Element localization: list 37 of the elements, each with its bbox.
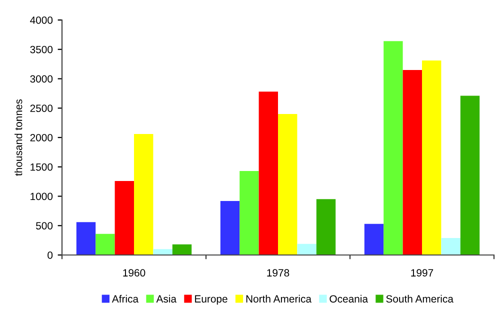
bar	[402, 70, 422, 255]
legend-label: South America	[386, 294, 454, 303]
y-tick-label: 4000	[30, 16, 53, 24]
bar	[278, 114, 298, 255]
y-tick-label: 2000	[30, 134, 53, 142]
y-tick-label: 3000	[30, 75, 53, 83]
x-tick-label: 1997	[411, 269, 434, 277]
x-tick-label: 1960	[123, 269, 146, 277]
bar	[258, 92, 278, 255]
bar	[316, 199, 336, 255]
legend-label: Oceania	[330, 294, 368, 303]
y-tick-label: 1000	[30, 192, 53, 200]
y-tick-label: 0	[48, 252, 53, 259]
bar	[297, 244, 316, 255]
bar	[364, 224, 384, 255]
bar	[441, 238, 460, 255]
bar	[153, 249, 172, 255]
bar	[96, 234, 115, 255]
bar	[134, 134, 154, 255]
bar	[172, 244, 192, 255]
legend-label: Europe	[195, 295, 228, 305]
bar	[460, 96, 480, 255]
legend-label: Asia	[156, 294, 177, 303]
legend-label: North America	[246, 294, 312, 303]
y-axis-title: thousand tonnes	[14, 99, 22, 176]
bar	[220, 200, 240, 255]
y-tick-label: 2500	[30, 104, 53, 112]
y-tick-label: 1500	[30, 163, 53, 171]
legend-label: Africa	[112, 294, 139, 303]
bar	[240, 170, 259, 255]
x-tick-label: 1978	[267, 269, 290, 277]
y-tick-label: 3500	[30, 46, 53, 54]
bar	[422, 60, 442, 255]
y-tick-label: 500	[36, 222, 53, 230]
bar	[114, 180, 134, 255]
bar	[76, 222, 96, 255]
bar	[384, 41, 403, 255]
